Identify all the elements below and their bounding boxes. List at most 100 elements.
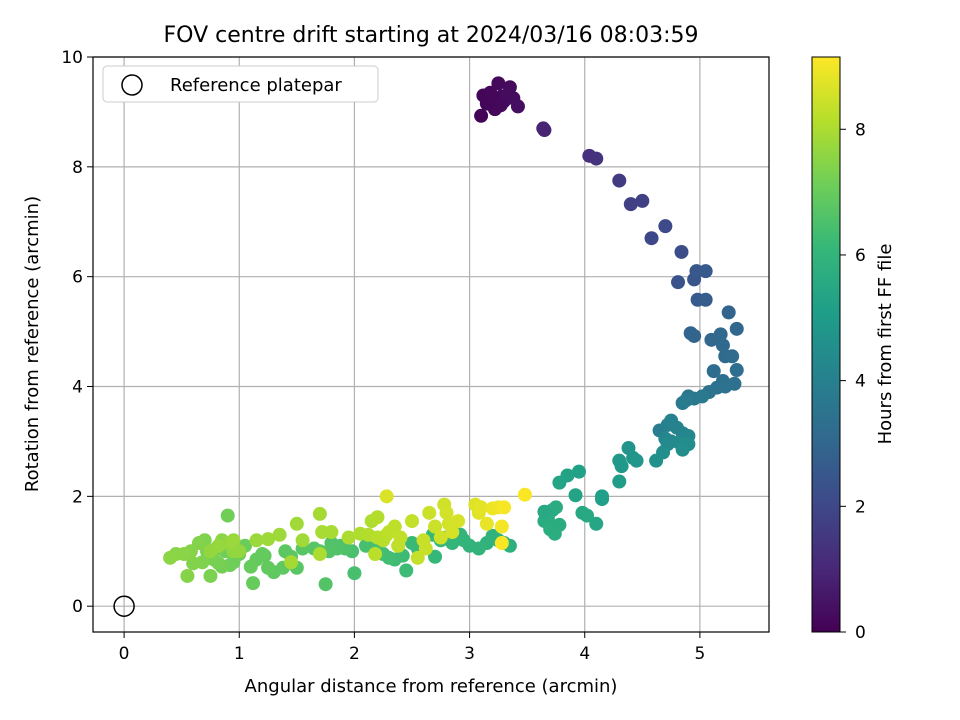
data-point: [278, 544, 293, 559]
data-point: [499, 88, 514, 103]
data-point: [163, 550, 178, 565]
colorbar-label: Hours from first FF file: [875, 244, 896, 445]
data-point: [422, 505, 437, 520]
data-point: [589, 516, 604, 531]
data-point: [295, 533, 310, 548]
x-tick-label: 1: [234, 644, 245, 664]
data-point: [379, 489, 394, 504]
data-point: [428, 549, 443, 564]
data-point: [658, 219, 673, 234]
data-point: [243, 559, 258, 574]
y-tick-label: 2: [72, 487, 83, 507]
x-tick-label: 0: [119, 644, 130, 664]
data-point: [312, 506, 327, 521]
data-point: [289, 516, 304, 531]
data-point: [497, 500, 512, 515]
colorbar: [811, 56, 841, 633]
y-tick-label: 4: [72, 378, 83, 398]
x-tick-label: 3: [464, 644, 475, 664]
data-point: [418, 541, 433, 556]
data-point: [695, 389, 710, 404]
data-point: [368, 547, 383, 562]
data-point: [671, 275, 686, 290]
data-point: [232, 544, 247, 559]
data-point: [721, 305, 736, 320]
data-point: [725, 349, 740, 364]
data-point: [220, 508, 235, 523]
data-point: [629, 453, 644, 468]
data-point: [451, 514, 466, 529]
x-tick-label: 5: [694, 644, 705, 664]
data-point: [494, 536, 509, 551]
data-point: [433, 530, 448, 545]
colorbar-ticks: 0 2 4 6 8: [840, 120, 866, 643]
data-point: [445, 525, 460, 540]
data-point: [635, 193, 650, 208]
x-tick-label: 2: [349, 644, 360, 664]
data-point: [358, 538, 373, 553]
data-point: [589, 151, 604, 166]
data-point: [249, 533, 264, 548]
colorbar-tick-label: 6: [855, 246, 866, 266]
data-point: [312, 547, 327, 562]
data-point: [272, 527, 287, 542]
data-point: [404, 536, 419, 551]
data-point: [399, 563, 414, 578]
data-point: [347, 566, 362, 581]
data-point: [548, 500, 563, 515]
data-point: [211, 538, 226, 553]
y-tick-label: 10: [61, 48, 83, 68]
data-point: [494, 519, 509, 534]
data-point: [580, 508, 595, 523]
data-point: [698, 264, 713, 279]
data-point: [537, 504, 552, 519]
data-point: [491, 76, 506, 91]
data-point: [715, 338, 730, 353]
data-point: [387, 519, 402, 534]
data-point: [284, 555, 299, 570]
colorbar-tick-label: 2: [855, 497, 866, 517]
data-point: [479, 516, 494, 531]
y-tick-label: 6: [72, 268, 83, 288]
data-point: [410, 550, 425, 565]
data-point: [614, 459, 629, 474]
data-point: [547, 526, 562, 541]
data-point: [474, 500, 489, 515]
data-point: [261, 560, 276, 575]
data-point: [679, 393, 694, 408]
x-axis-ticks: 0 1 2 3 4 5: [119, 632, 705, 664]
data-point: [203, 568, 218, 583]
data-point: [510, 99, 525, 114]
data-point: [428, 519, 443, 534]
y-tick-label: 0: [72, 597, 83, 617]
legend-marker-icon: [121, 74, 143, 96]
data-point: [180, 568, 195, 583]
data-point: [674, 244, 689, 259]
data-point: [552, 475, 567, 490]
data-point: [612, 173, 627, 188]
legend-entry-reference: Reference platepar: [170, 75, 342, 96]
data-point: [474, 108, 489, 123]
data-point: [324, 525, 339, 540]
chart-title: FOV centre drift starting at 2024/03/16 …: [164, 23, 699, 48]
data-point: [341, 530, 356, 545]
data-point: [729, 363, 744, 378]
data-point: [687, 328, 702, 343]
data-point: [568, 488, 583, 503]
data-point: [595, 492, 610, 507]
data-point: [404, 514, 419, 529]
data-points: [163, 76, 744, 592]
data-point: [261, 532, 276, 547]
data-point: [718, 379, 733, 394]
data-point: [649, 453, 664, 468]
y-axis-label: Rotation from reference (arcmin): [22, 196, 43, 492]
reference-marker: [113, 595, 135, 617]
data-point: [675, 442, 690, 457]
data-point: [623, 197, 638, 212]
data-point: [713, 327, 728, 342]
data-point: [186, 556, 201, 571]
colorbar-tick-label: 0: [855, 623, 866, 643]
y-axis-ticks: 0 2 4 6 8 10: [61, 48, 93, 617]
data-point: [391, 538, 406, 553]
